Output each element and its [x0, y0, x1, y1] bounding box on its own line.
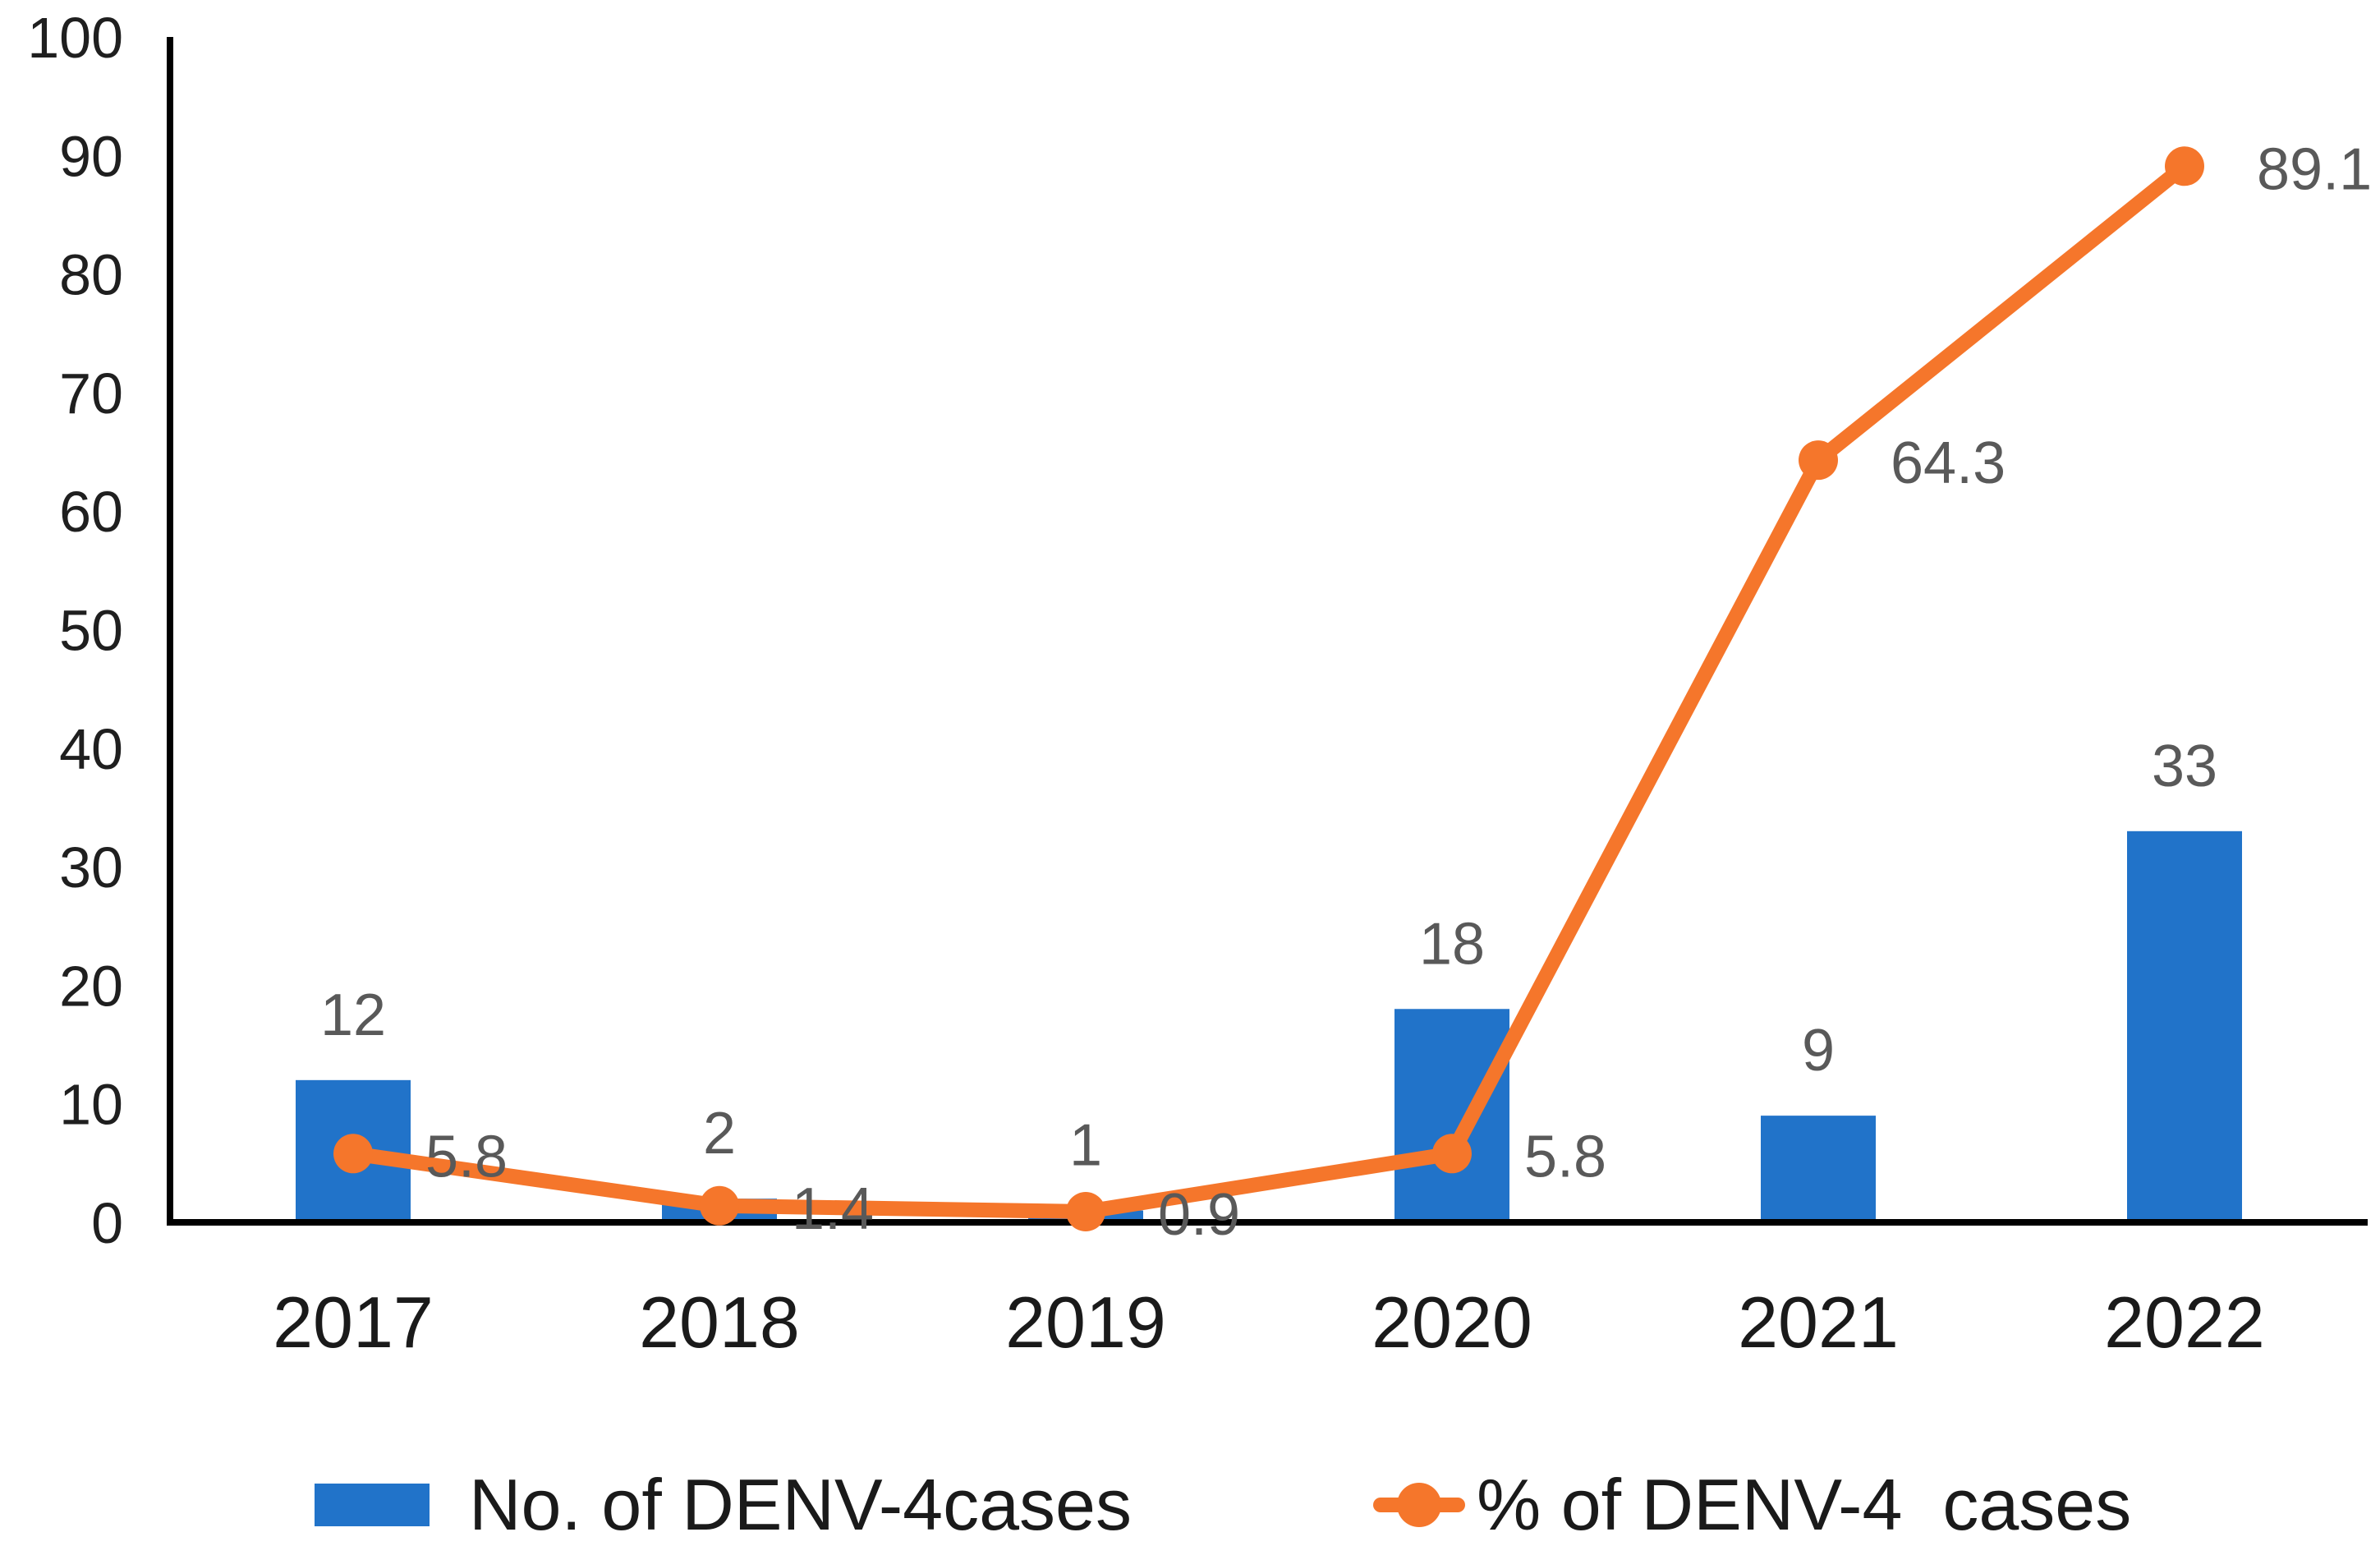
x-label-2017: 2017	[273, 1281, 434, 1363]
bar-value-label-2021: 9	[1802, 1018, 1835, 1084]
bar-value-label-2019: 1	[1069, 1113, 1102, 1179]
line-value-label-2018: 1.4	[792, 1176, 874, 1242]
legend-item-bar-series: No. of DENV-4cases	[315, 1462, 1132, 1546]
x-label-2018: 2018	[639, 1281, 800, 1363]
x-label-2022: 2022	[2104, 1281, 2265, 1363]
y-tick-label-50: 50	[59, 599, 123, 663]
y-tick-label-80: 80	[59, 243, 123, 307]
x-label-2019: 2019	[1005, 1281, 1166, 1363]
line-point-2019	[1066, 1192, 1105, 1232]
line-value-label-2020: 5.8	[1524, 1124, 1606, 1189]
bar-value-label-2022: 33	[2152, 734, 2217, 799]
line-point-2021	[1799, 440, 1838, 481]
line-value-label-2019: 0.9	[1158, 1182, 1240, 1248]
y-tick-label-70: 70	[59, 361, 123, 426]
line-value-label-2017: 5.8	[425, 1124, 508, 1189]
bar-value-label-2018: 2	[703, 1101, 736, 1166]
x-label-2020: 2020	[1371, 1281, 1532, 1363]
line-point-2018	[700, 1185, 739, 1226]
bar-value-label-2020: 18	[1419, 911, 1485, 977]
line-value-label-2022: 89.1	[2257, 136, 2372, 202]
y-tick-label-40: 40	[59, 717, 123, 781]
legend-item-line-series: % of DENV-4 cases	[1373, 1462, 2131, 1546]
line-point-2022	[2165, 146, 2204, 186]
y-tick-label-100: 100	[27, 6, 123, 70]
bar-2021	[1761, 1116, 1876, 1222]
y-tick-label-60: 60	[59, 480, 123, 544]
bar-value-label-2017: 12	[320, 982, 386, 1048]
line-series-marker-icon	[1373, 1483, 1465, 1527]
x-label-2021: 2021	[1738, 1281, 1899, 1363]
line-value-label-2021: 64.3	[1891, 430, 2006, 496]
y-tick-label-20: 20	[59, 954, 123, 1018]
bar-2020	[1394, 1009, 1509, 1222]
bar-series-swatch-icon	[315, 1484, 430, 1526]
legend-label-line-series: % of DENV-4 cases	[1477, 1464, 2132, 1545]
line-marker-dot	[1397, 1483, 1441, 1527]
percent-line	[346, 159, 2192, 1220]
y-tick-label-0: 0	[91, 1191, 123, 1255]
bar-2022	[2127, 831, 2242, 1222]
y-tick-label-90: 90	[59, 124, 123, 188]
legend-label-bar-series: No. of DENV-4cases	[469, 1464, 1132, 1545]
y-tick-label-30: 30	[59, 835, 123, 900]
y-tick-label-10: 10	[59, 1073, 123, 1137]
line-point-2017	[333, 1134, 373, 1174]
line-point-2020	[1432, 1134, 1472, 1174]
